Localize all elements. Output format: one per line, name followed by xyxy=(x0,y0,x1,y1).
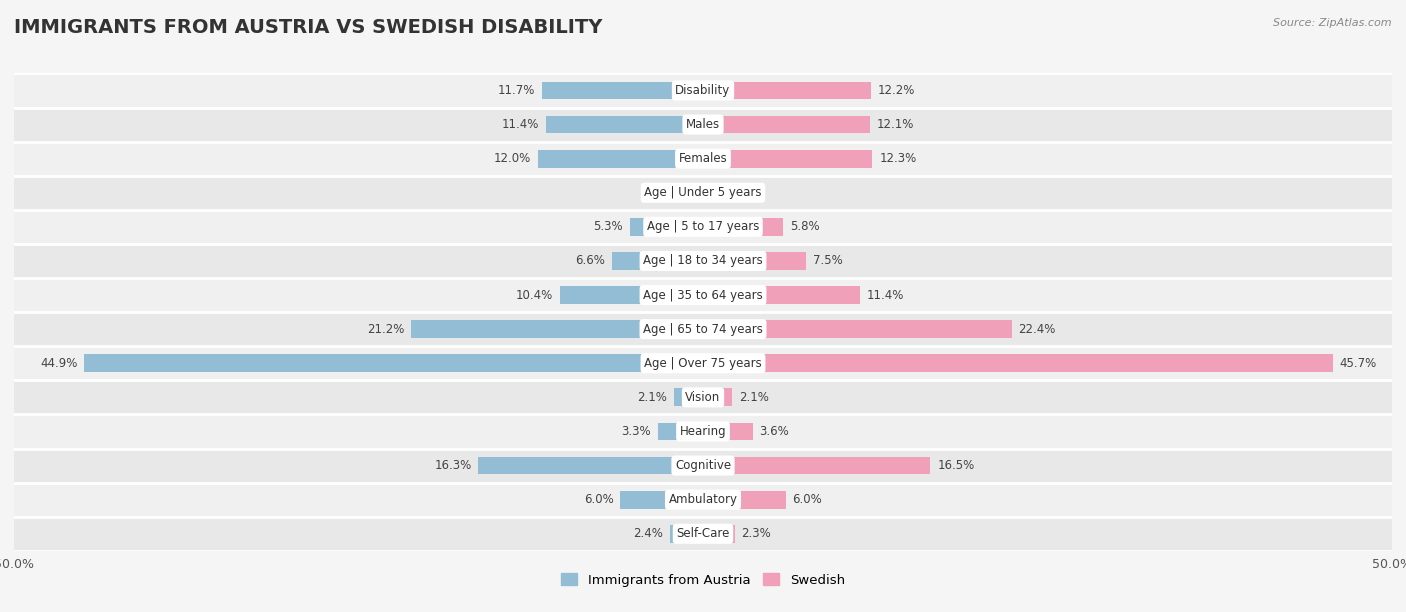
Bar xyxy=(14,73,1392,108)
Bar xyxy=(703,286,860,304)
Bar xyxy=(14,210,1392,244)
Legend: Immigrants from Austria, Swedish: Immigrants from Austria, Swedish xyxy=(555,568,851,592)
Bar xyxy=(546,116,703,133)
Text: 6.0%: 6.0% xyxy=(583,493,613,506)
Text: 44.9%: 44.9% xyxy=(39,357,77,370)
Text: Vision: Vision xyxy=(685,391,721,404)
Bar xyxy=(537,150,703,168)
Text: Age | Over 75 years: Age | Over 75 years xyxy=(644,357,762,370)
Text: 12.2%: 12.2% xyxy=(877,84,915,97)
Text: IMMIGRANTS FROM AUSTRIA VS SWEDISH DISABILITY: IMMIGRANTS FROM AUSTRIA VS SWEDISH DISAB… xyxy=(14,18,602,37)
Bar xyxy=(703,218,783,236)
Bar xyxy=(703,491,786,509)
Text: Source: ZipAtlas.com: Source: ZipAtlas.com xyxy=(1274,18,1392,28)
Text: 5.8%: 5.8% xyxy=(790,220,820,233)
Text: 2.3%: 2.3% xyxy=(741,528,772,540)
Text: Age | Under 5 years: Age | Under 5 years xyxy=(644,186,762,200)
Text: 21.2%: 21.2% xyxy=(367,323,404,335)
Text: Age | 65 to 74 years: Age | 65 to 74 years xyxy=(643,323,763,335)
Text: 6.6%: 6.6% xyxy=(575,255,605,267)
Bar xyxy=(685,184,703,201)
Bar xyxy=(541,81,703,99)
Bar xyxy=(703,150,873,168)
Text: 2.1%: 2.1% xyxy=(637,391,668,404)
Text: Cognitive: Cognitive xyxy=(675,459,731,472)
Text: 3.3%: 3.3% xyxy=(621,425,651,438)
Bar xyxy=(14,380,1392,414)
Bar xyxy=(612,252,703,270)
Text: 11.4%: 11.4% xyxy=(502,118,538,131)
Bar xyxy=(14,449,1392,483)
Bar xyxy=(703,389,733,406)
Bar xyxy=(703,320,1012,338)
Bar xyxy=(14,108,1392,141)
Text: 11.7%: 11.7% xyxy=(498,84,534,97)
Text: Hearing: Hearing xyxy=(679,425,727,438)
Bar xyxy=(14,483,1392,517)
Bar xyxy=(673,389,703,406)
Text: 22.4%: 22.4% xyxy=(1018,323,1056,335)
Bar xyxy=(14,517,1392,551)
Bar xyxy=(703,354,1333,372)
Text: 11.4%: 11.4% xyxy=(868,289,904,302)
Text: Age | 35 to 64 years: Age | 35 to 64 years xyxy=(643,289,763,302)
Bar xyxy=(14,176,1392,210)
Text: 6.0%: 6.0% xyxy=(793,493,823,506)
Bar xyxy=(703,525,735,543)
Bar xyxy=(630,218,703,236)
Text: Self-Care: Self-Care xyxy=(676,528,730,540)
Text: 16.3%: 16.3% xyxy=(434,459,471,472)
Text: Ambulatory: Ambulatory xyxy=(668,493,738,506)
Text: 12.3%: 12.3% xyxy=(879,152,917,165)
Bar xyxy=(703,252,807,270)
Text: 1.6%: 1.6% xyxy=(733,186,762,200)
Bar xyxy=(14,278,1392,312)
Text: 12.1%: 12.1% xyxy=(876,118,914,131)
Text: 1.3%: 1.3% xyxy=(648,186,678,200)
Bar xyxy=(14,141,1392,176)
Bar xyxy=(14,346,1392,380)
Text: 45.7%: 45.7% xyxy=(1340,357,1376,370)
Text: Disability: Disability xyxy=(675,84,731,97)
Bar xyxy=(669,525,703,543)
Text: Age | 18 to 34 years: Age | 18 to 34 years xyxy=(643,255,763,267)
Bar xyxy=(658,423,703,440)
Text: 3.6%: 3.6% xyxy=(759,425,789,438)
Text: 2.1%: 2.1% xyxy=(738,391,769,404)
Text: 7.5%: 7.5% xyxy=(813,255,844,267)
Text: Females: Females xyxy=(679,152,727,165)
Bar xyxy=(560,286,703,304)
Bar xyxy=(703,184,725,201)
Bar xyxy=(478,457,703,474)
Bar xyxy=(703,81,872,99)
Bar xyxy=(14,244,1392,278)
Text: 5.3%: 5.3% xyxy=(593,220,623,233)
Text: 16.5%: 16.5% xyxy=(938,459,974,472)
Bar xyxy=(703,423,752,440)
Text: Males: Males xyxy=(686,118,720,131)
Text: 12.0%: 12.0% xyxy=(494,152,531,165)
Bar xyxy=(14,312,1392,346)
Bar xyxy=(703,116,870,133)
Text: 10.4%: 10.4% xyxy=(516,289,553,302)
Bar xyxy=(14,414,1392,449)
Bar xyxy=(84,354,703,372)
Bar xyxy=(620,491,703,509)
Text: 2.4%: 2.4% xyxy=(633,528,664,540)
Text: Age | 5 to 17 years: Age | 5 to 17 years xyxy=(647,220,759,233)
Bar xyxy=(703,457,931,474)
Bar xyxy=(411,320,703,338)
